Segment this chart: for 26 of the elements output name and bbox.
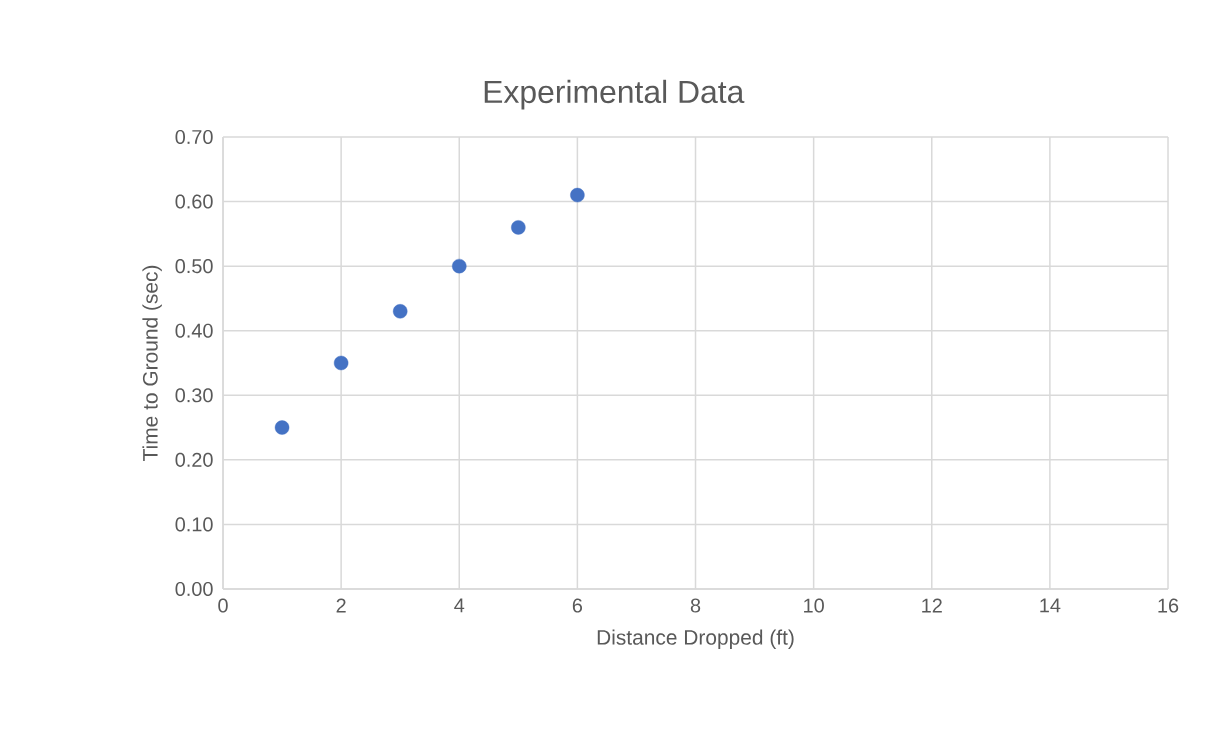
x-tick-label: 8 — [690, 598, 701, 613]
point — [274, 420, 290, 435]
x-tick-label: 16 — [1158, 598, 1179, 613]
y-tick-label: 0.10 — [175, 517, 213, 532]
y-tick-label: 0.50 — [175, 259, 213, 274]
x-tick-label: 0 — [218, 598, 228, 613]
point — [333, 355, 349, 371]
y-tick-label: 0.60 — [175, 194, 213, 209]
point — [511, 220, 526, 235]
y-axis-title: Time to Ground (sec) — [142, 265, 162, 461]
y-tick-label: 0.40 — [175, 323, 213, 338]
x-tick-label: 4 — [454, 598, 465, 613]
x-tick-label: 12 — [922, 598, 942, 613]
point — [393, 304, 408, 319]
x-axis-title: Distance Dropped (ft) — [597, 629, 794, 649]
y-tick-label: 0.70 — [175, 129, 213, 145]
x-tick-label: 10 — [804, 598, 824, 613]
point — [452, 258, 467, 274]
y-tick-label: 0.00 — [175, 581, 213, 597]
x-tick-label: 6 — [572, 598, 583, 613]
y-tick-label: 0.20 — [175, 452, 213, 467]
point — [570, 187, 585, 203]
x-tick-label: 2 — [336, 598, 346, 613]
chart-title: Experimental Data — [484, 79, 745, 110]
y-tick-label: 0.30 — [175, 388, 213, 403]
x-tick-label: 14 — [1040, 598, 1061, 613]
